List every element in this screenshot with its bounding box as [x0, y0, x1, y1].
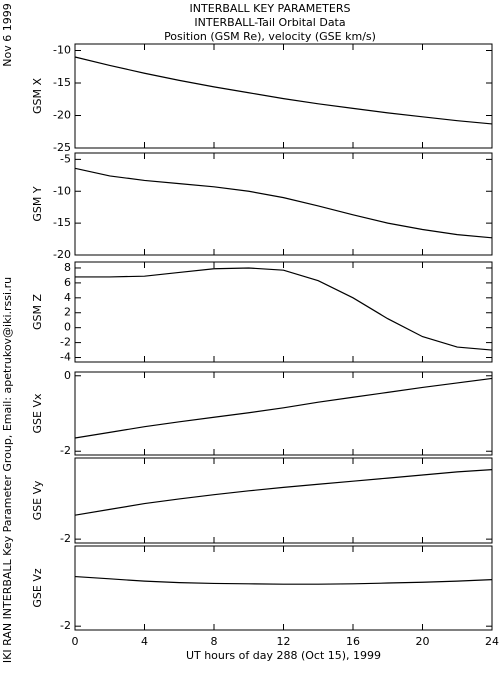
plot-frame	[74, 371, 493, 456]
y-axis-label: GSE Vy	[31, 480, 44, 520]
plot-frame	[74, 43, 493, 149]
plot-frame	[74, 261, 493, 363]
y-tick-label: -10	[53, 184, 71, 197]
y-axis-label: GSM Y	[31, 186, 44, 221]
y-tick-label: -20	[53, 109, 71, 122]
y-tick-label: -15	[53, 76, 71, 89]
plot-frame	[74, 457, 493, 544]
y-tick-label: 6	[64, 276, 71, 289]
y-tick-label: -4	[60, 351, 71, 364]
y-tick-label: 4	[64, 291, 71, 304]
y-axis-label: GSE Vx	[31, 393, 44, 433]
x-tick-label: 12	[277, 635, 291, 648]
x-tick-label: 16	[346, 635, 360, 648]
data-line	[75, 267, 493, 351]
y-tick-label: 0	[64, 369, 71, 382]
y-tick-label: -5	[60, 152, 71, 165]
y-tick-label: -15	[53, 216, 71, 229]
y-tick-label: -2	[60, 336, 71, 349]
y-tick-label: 2	[64, 306, 71, 319]
plot-frame	[74, 152, 493, 256]
data-line	[74, 468, 493, 516]
y-tick-label: -2	[60, 619, 71, 632]
data-line	[74, 575, 493, 585]
date-label: Nov 6 1999	[1, 3, 14, 66]
y-axis-label: GSE Vz	[31, 568, 44, 607]
data-line	[74, 377, 493, 439]
x-tick-label: 24	[485, 635, 499, 648]
y-axis-label: GSM Z	[31, 294, 44, 330]
y-tick-label: -20	[53, 248, 71, 261]
y-tick-label: -2	[60, 444, 71, 457]
data-line	[74, 56, 493, 125]
credit-label: IKI RAN INTERBALL Key Parameter Group, E…	[1, 277, 14, 663]
title-line: INTERBALL-Tail Orbital Data	[194, 16, 345, 29]
x-axis-label: UT hours of day 288 (Oct 15), 1999	[186, 649, 381, 662]
y-tick-label: -10	[53, 44, 71, 57]
x-tick-label: 0	[72, 635, 79, 648]
data-line	[74, 167, 493, 239]
title-line: INTERBALL KEY PARAMETERS	[190, 2, 351, 15]
y-tick-label: 8	[64, 261, 71, 274]
x-tick-label: 20	[416, 635, 430, 648]
y-tick-label: -25	[53, 141, 71, 154]
x-tick-label: 8	[211, 635, 218, 648]
y-tick-label: 0	[64, 321, 71, 334]
y-tick-label: -2	[60, 532, 71, 545]
title-line: Position (GSM Re), velocity (GSE km/s)	[164, 30, 376, 43]
plot-frame	[74, 545, 493, 631]
x-tick-label: 4	[141, 635, 148, 648]
y-axis-label: GSM X	[31, 78, 44, 114]
